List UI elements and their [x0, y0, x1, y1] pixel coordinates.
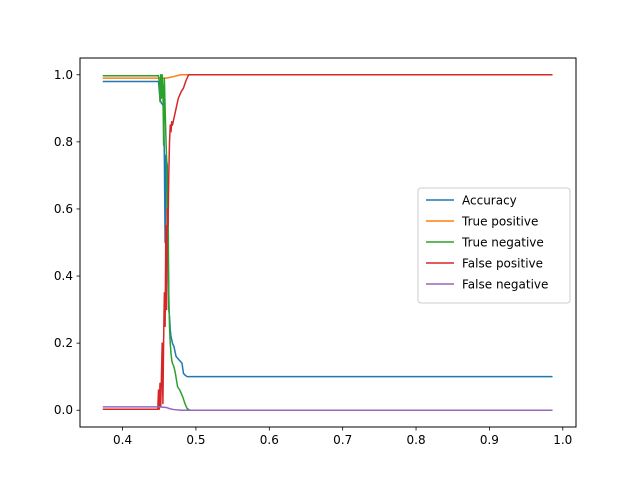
x-tick-label: 0.7 — [333, 433, 352, 447]
legend-label: False positive — [462, 257, 543, 271]
legend-box — [417, 187, 571, 304]
x-tick-label: 0.4 — [113, 433, 132, 447]
y-tick-label: 1.0 — [54, 68, 73, 82]
legend-label: True negative — [461, 236, 544, 250]
legend-label: Accuracy — [462, 194, 517, 208]
legend-label: True positive — [461, 215, 538, 229]
y-axis: 0.0 0.2 0.4 0.6 0.8 1.0 — [54, 68, 80, 417]
y-tick-label: 0.2 — [54, 336, 73, 350]
y-tick-label: 0.8 — [54, 135, 73, 149]
x-axis: 0.4 0.5 0.6 0.7 0.8 0.9 1.0 — [113, 427, 572, 447]
x-tick-label: 0.9 — [480, 433, 499, 447]
legend-label: False negative — [462, 278, 548, 292]
y-tick-label: 0.4 — [54, 269, 73, 283]
legend: Accuracy True positive True negative False … — [417, 187, 571, 304]
y-tick-label: 0.6 — [54, 202, 73, 216]
series-line-false-negative — [102, 406, 553, 411]
series-layer — [102, 74, 553, 411]
series-line-false-positive — [102, 74, 553, 410]
x-tick-label: 1.0 — [553, 433, 572, 447]
y-tick-label: 0.0 — [54, 403, 73, 417]
plot-frame — [79, 57, 577, 428]
x-tick-label: 0.6 — [260, 433, 279, 447]
x-tick-label: 0.5 — [186, 433, 205, 447]
x-tick-label: 0.8 — [407, 433, 426, 447]
